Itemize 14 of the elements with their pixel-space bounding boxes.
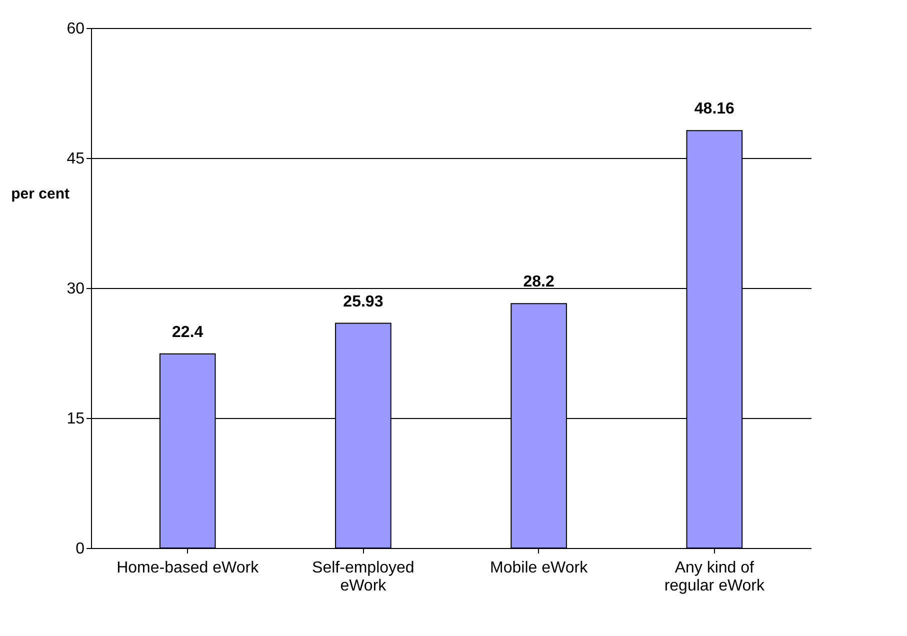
y-tick-label: 45 (66, 150, 85, 168)
data-label: 25.93 (343, 293, 384, 310)
y-tick-label: 60 (66, 20, 85, 38)
data-label: 48.16 (694, 100, 735, 118)
y-axis-title: per cent (11, 186, 70, 202)
y-tick-label: 0 (76, 540, 85, 558)
x-tick-label: Mobile eWork (490, 560, 589, 576)
x-tick-label: Home-based eWork (116, 560, 260, 576)
x-tick-label: Any kind of regular eWork (664, 560, 766, 594)
data-label: 22.4 (172, 324, 204, 341)
x-tick-label: Self-employed eWork (312, 560, 414, 594)
y-tick-label: 15 (66, 410, 85, 428)
y-tick-label: 30 (66, 280, 85, 298)
data-label: 28.2 (523, 274, 554, 291)
